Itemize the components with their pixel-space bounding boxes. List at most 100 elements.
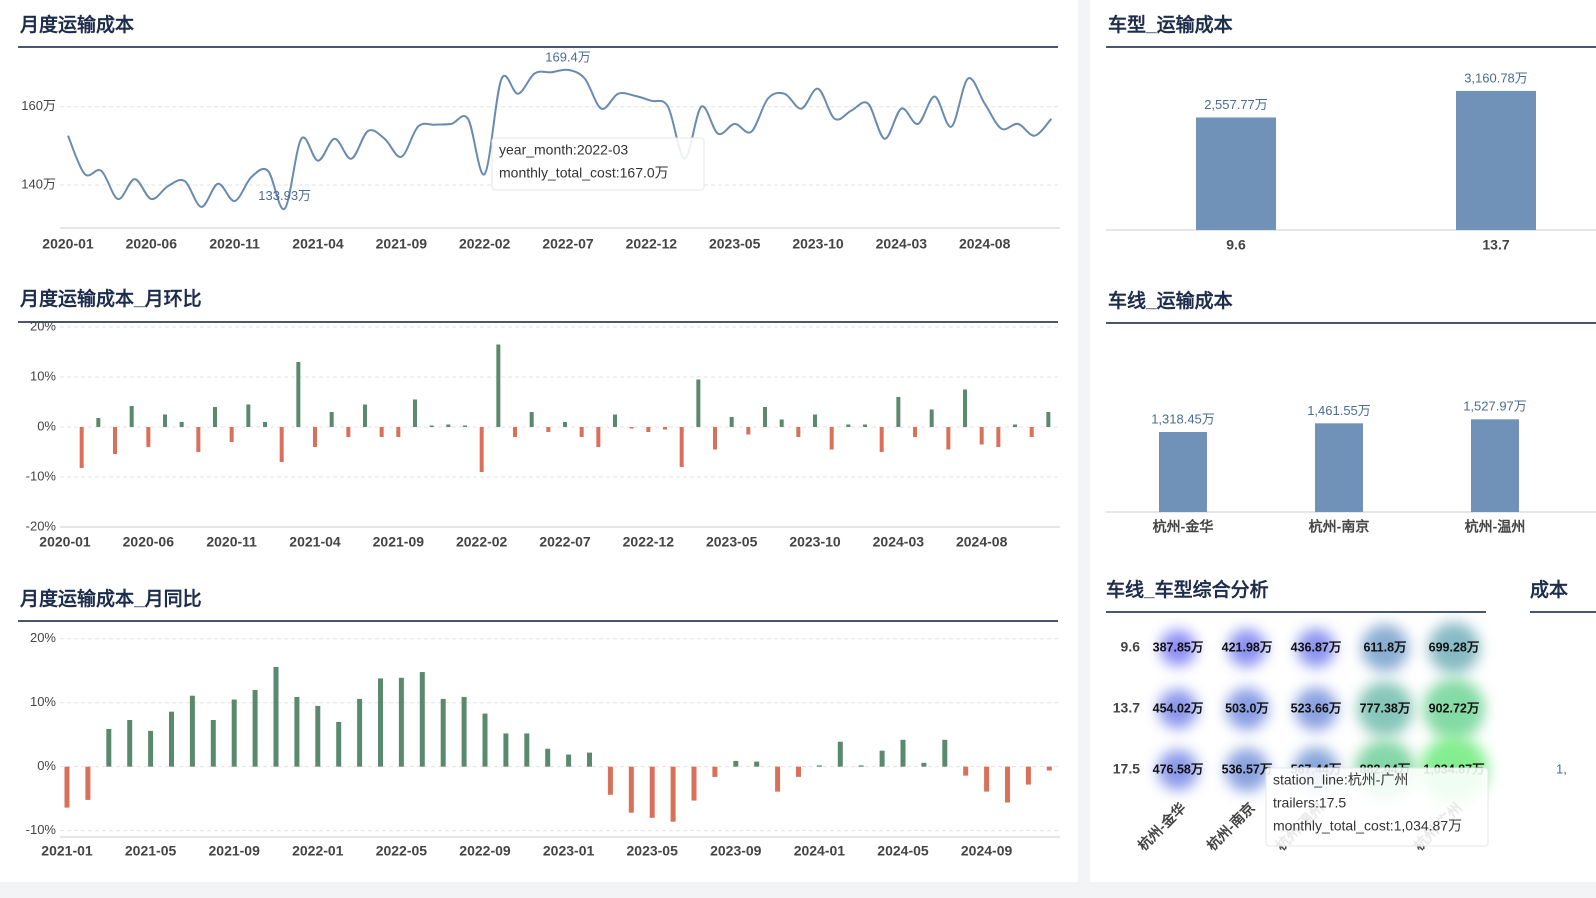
- data-label: 133.93万: [258, 188, 311, 203]
- bar: [503, 733, 509, 767]
- bar: [696, 379, 701, 427]
- cell-label: 611.8万: [1363, 640, 1406, 654]
- bar: [1471, 419, 1519, 512]
- x-tick-label: 2023-05: [627, 843, 679, 859]
- bar: [663, 427, 668, 430]
- cell-label: 503.0万: [1225, 701, 1269, 715]
- heat-cell: [1158, 689, 1198, 729]
- bar: [729, 417, 734, 427]
- bar: [1456, 90, 1536, 230]
- row-label: 9.6: [1121, 639, 1141, 655]
- bar: [294, 696, 300, 767]
- bar: [979, 427, 984, 445]
- x-tick-label: 2022-02: [459, 236, 511, 252]
- bar: [763, 407, 768, 427]
- bar: [396, 427, 401, 437]
- tooltip: [1265, 767, 1489, 847]
- y-tick-label: -10%: [26, 468, 57, 483]
- bar: [921, 762, 927, 767]
- data-label: 1,461.55万: [1307, 403, 1371, 418]
- row-label: 17.5: [1113, 761, 1140, 777]
- x-tick-label: 2021-09: [209, 843, 261, 859]
- x-tick-label: 2023-09: [710, 843, 762, 859]
- bar: [179, 422, 184, 427]
- x-tick-label: 2021-04: [292, 236, 344, 252]
- bar: [263, 422, 268, 427]
- data-label: 1,527.97万: [1463, 399, 1527, 414]
- bar: [963, 389, 968, 427]
- heat-cell: [1160, 630, 1196, 666]
- tooltip-text: monthly_total_cost:1,034.87万: [1273, 818, 1462, 834]
- bar: [712, 766, 718, 777]
- bar: [646, 427, 651, 432]
- cell-label: 421.98万: [1222, 640, 1273, 654]
- cell-label: 699.28万: [1429, 640, 1480, 654]
- bar: [691, 766, 697, 801]
- x-tick-label: 2024-09: [961, 843, 1013, 859]
- y-tick-label: -10%: [26, 822, 57, 837]
- x-tick-label: 2022-07: [542, 236, 594, 252]
- chart-title: 车型_运输成本: [1108, 13, 1233, 36]
- bar: [461, 696, 467, 767]
- bar: [398, 677, 404, 767]
- cell-label: 777.38万: [1360, 701, 1411, 715]
- x-tick-label: 2022-02: [456, 534, 508, 550]
- x-tick-label: 杭州-南京: [1309, 519, 1370, 535]
- x-tick-label: 2022-01: [292, 843, 344, 859]
- bar: [446, 424, 451, 427]
- bar: [1196, 117, 1276, 230]
- bar: [329, 412, 334, 427]
- bar: [252, 689, 258, 767]
- bar: [163, 414, 168, 427]
- bar: [846, 424, 851, 427]
- bar: [679, 427, 684, 467]
- bar: [775, 766, 781, 792]
- row-label: 13.7: [1113, 700, 1140, 716]
- x-tick-label: 2024-03: [873, 534, 925, 550]
- x-tick-label: 2023-01: [543, 843, 595, 859]
- data-label: 3,160.78万: [1464, 70, 1528, 85]
- bar: [1025, 766, 1031, 785]
- bar: [566, 754, 572, 767]
- bar: [796, 427, 801, 437]
- bar: [482, 713, 488, 767]
- chart-title: 月度运输成本_月环比: [19, 287, 202, 310]
- x-tick-label: 2023-10: [792, 236, 844, 252]
- x-tick-label: 2022-09: [459, 843, 511, 859]
- tooltip-text: monthly_total_cost:167.0万: [499, 165, 669, 181]
- bar: [1046, 412, 1051, 427]
- line: [67, 68, 1053, 210]
- x-tick-label: 2024-03: [876, 236, 928, 252]
- bar: [273, 666, 279, 767]
- bar: [429, 425, 434, 427]
- bar: [246, 404, 251, 427]
- chart-title: 月度运输成本_月同比: [19, 587, 202, 610]
- bar: [189, 695, 195, 767]
- bar: [524, 733, 530, 767]
- bar: [529, 412, 534, 427]
- bar: [106, 728, 112, 767]
- bar: [879, 750, 885, 767]
- chart-title: 车线_运输成本: [1108, 289, 1233, 312]
- bar: [113, 427, 118, 454]
- data-label: 2,557.77万: [1204, 97, 1268, 112]
- tooltip-text: trailers:17.5: [1273, 795, 1346, 811]
- heat-cell: [1157, 749, 1199, 791]
- x-tick-label: 2020-11: [206, 534, 257, 550]
- x-tick-label: 杭州-温州: [1465, 519, 1526, 535]
- bar: [879, 427, 884, 452]
- bar: [1013, 424, 1018, 427]
- x-tick-label: 2020-11: [209, 236, 260, 252]
- x-tick-label: 9.6: [1226, 237, 1246, 253]
- x-tick-label: 杭州-金华: [1153, 519, 1214, 535]
- tooltip-text: year_month:2022-03: [499, 142, 628, 158]
- bar: [1005, 766, 1010, 803]
- bar: [900, 739, 906, 767]
- bar: [231, 699, 237, 767]
- cell-label: 476.58万: [1153, 762, 1204, 776]
- data-label: 1,318.45万: [1151, 411, 1215, 426]
- side-panel-title: 成本: [1530, 578, 1568, 601]
- y-tick-label: 10%: [30, 694, 56, 709]
- cell-label: 454.02万: [1153, 701, 1204, 715]
